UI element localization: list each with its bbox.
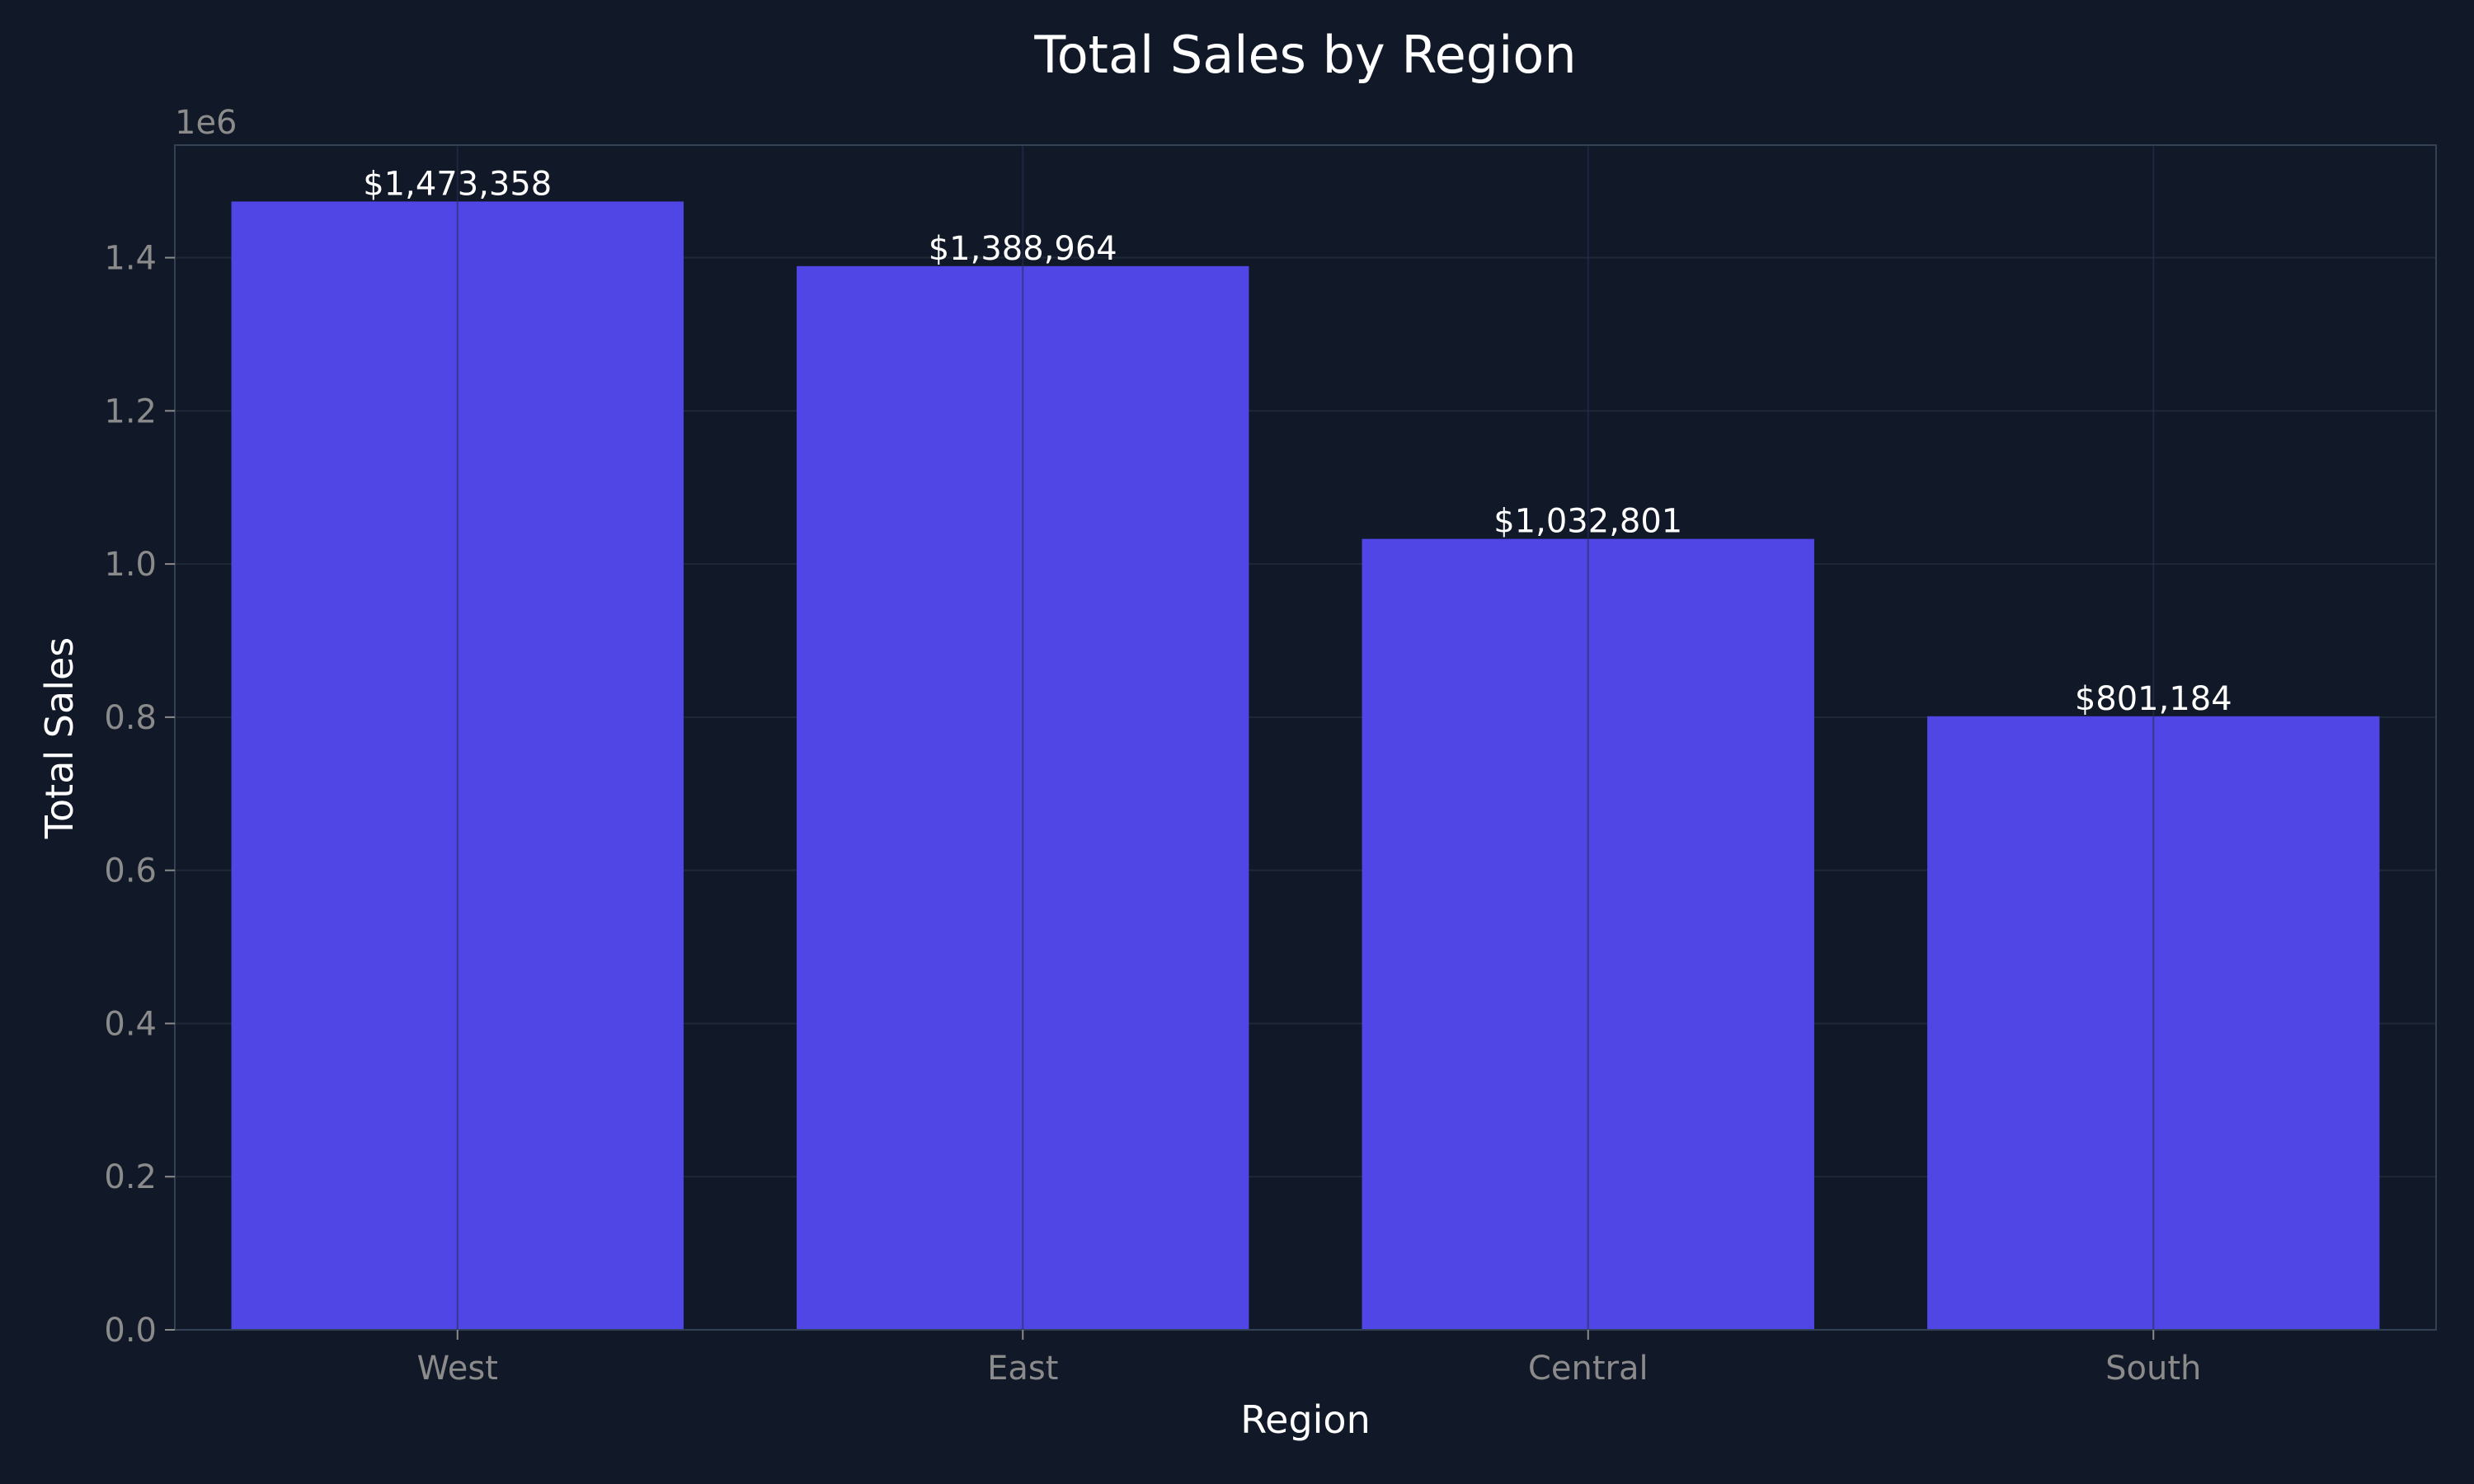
y-tick-label: 0.0 bbox=[104, 1312, 157, 1350]
value-label-central: $1,032,801 bbox=[1493, 503, 1682, 541]
vertical-grid-layer bbox=[456, 145, 2155, 1330]
chart-title: Total Sales by Region bbox=[1033, 25, 1576, 85]
value-label-west: $1,473,358 bbox=[363, 165, 552, 203]
y-tick-label: 0.4 bbox=[104, 1005, 157, 1043]
y-tick-label: 1.4 bbox=[104, 240, 157, 278]
value-label-south: $801,184 bbox=[2075, 680, 2232, 718]
value-label-layer: $1,473,358 $1,388,964 $1,032,801 $801,184 bbox=[363, 165, 2232, 717]
y-axis-offset-label: 1e6 bbox=[175, 104, 238, 142]
x-axis-label: Region bbox=[1240, 1397, 1370, 1442]
y-tick-label: 1.2 bbox=[104, 392, 157, 430]
plot-frame bbox=[174, 144, 2437, 1331]
x-tick-label-east: East bbox=[987, 1350, 1058, 1388]
y-tick-label: 0.8 bbox=[104, 699, 157, 737]
x-tick-label-west: West bbox=[417, 1350, 498, 1388]
x-tick-label-south: South bbox=[2105, 1350, 2201, 1388]
y-tick-label: 0.2 bbox=[104, 1158, 157, 1196]
value-label-east: $1,388,964 bbox=[929, 230, 1117, 268]
y-tick-label: 1.0 bbox=[104, 546, 157, 584]
y-tick-label: 0.6 bbox=[104, 852, 157, 890]
y-axis-label: Total Sales bbox=[37, 637, 82, 840]
x-tick-label-central: Central bbox=[1528, 1350, 1649, 1388]
tick-layer: 0.0 0.2 0.4 0.6 0.8 1.0 1.2 1.4 West East Central S… bbox=[104, 240, 2201, 1388]
